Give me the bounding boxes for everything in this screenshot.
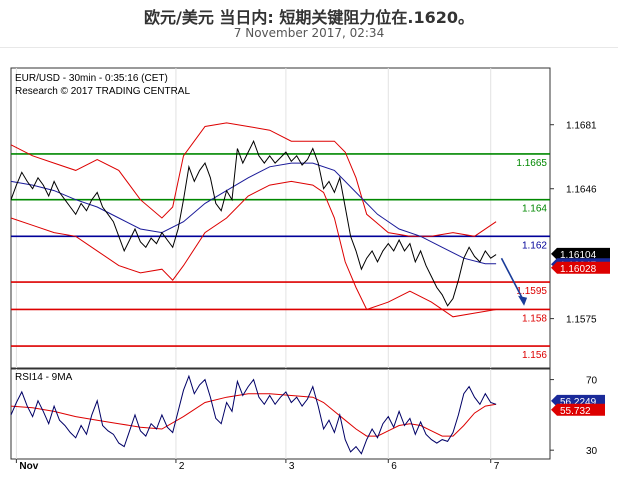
price-badge xyxy=(551,247,610,260)
price-badge xyxy=(551,261,610,274)
level-label: 1.1595 xyxy=(516,286,547,297)
page-subtitle: 7 November 2017, 02:34 xyxy=(233,26,385,40)
rsi-badge xyxy=(551,403,605,416)
price-y-tick-label: 1.1575 xyxy=(566,315,597,326)
chart-info-line-2: Research © 2017 TRADING CENTRAL xyxy=(15,86,190,97)
rsi-ma-line xyxy=(10,393,497,437)
x-tick-label: Nov xyxy=(19,461,38,472)
x-tick-label: 6 xyxy=(391,461,397,472)
rsi-badge-label: 56.2249 xyxy=(560,397,597,408)
rsi-line xyxy=(10,374,497,455)
price-y-axis: 1.1681 1.1646 1.1575 xyxy=(550,121,597,326)
x-tick-label: 7 xyxy=(494,461,500,472)
x-tick-label: 3 xyxy=(289,461,295,472)
rsi-y-axis: 70 30 xyxy=(550,376,598,457)
price-grid xyxy=(15,68,492,368)
price-y-tick-label: 1.1681 xyxy=(566,121,597,132)
rsi-grid xyxy=(15,369,492,459)
price-plot-area xyxy=(10,67,551,369)
rsi-y-tick-label: 30 xyxy=(586,446,598,457)
price-lines xyxy=(10,122,528,318)
bollinger-upper-line xyxy=(10,122,497,237)
price-badge-label: 1.16028 xyxy=(560,264,597,275)
rsi-badge-label: 55.732 xyxy=(560,406,591,417)
price-badge-label: 1.16104 xyxy=(560,250,597,261)
price-levels: 1.1665 1.164 1.162 1.1595 1.158 1.156 xyxy=(11,153,550,361)
price-line xyxy=(10,139,497,307)
price-y-tick-label: 1.1646 xyxy=(566,185,597,196)
x-axis: Nov 2 3 6 7 xyxy=(15,459,500,472)
chart-info-line-1: EUR/USD - 30min - 0:35:16 (CET) xyxy=(15,73,168,84)
level-label: 1.1665 xyxy=(516,158,547,169)
header-divider xyxy=(0,47,618,48)
bollinger-lower-line xyxy=(10,180,497,318)
level-label: 1.158 xyxy=(522,313,547,324)
level-label: 1.162 xyxy=(522,240,547,251)
rsi-plot-area xyxy=(10,368,551,460)
level-label: 1.156 xyxy=(522,350,547,361)
rsi-lines xyxy=(10,374,497,455)
projection-arrow-head xyxy=(518,295,528,306)
rsi-title: RSI14 - 9MA xyxy=(15,372,73,383)
rsi-y-tick-label: 70 xyxy=(586,376,598,387)
page-title: 欧元/美元 当日内: 短期关键阻力位在.1620。 xyxy=(144,8,474,27)
level-label: 1.164 xyxy=(522,204,547,215)
x-tick-label: 2 xyxy=(179,461,185,472)
projection-arrow-shaft xyxy=(500,257,524,301)
moving-average-line xyxy=(10,162,497,265)
